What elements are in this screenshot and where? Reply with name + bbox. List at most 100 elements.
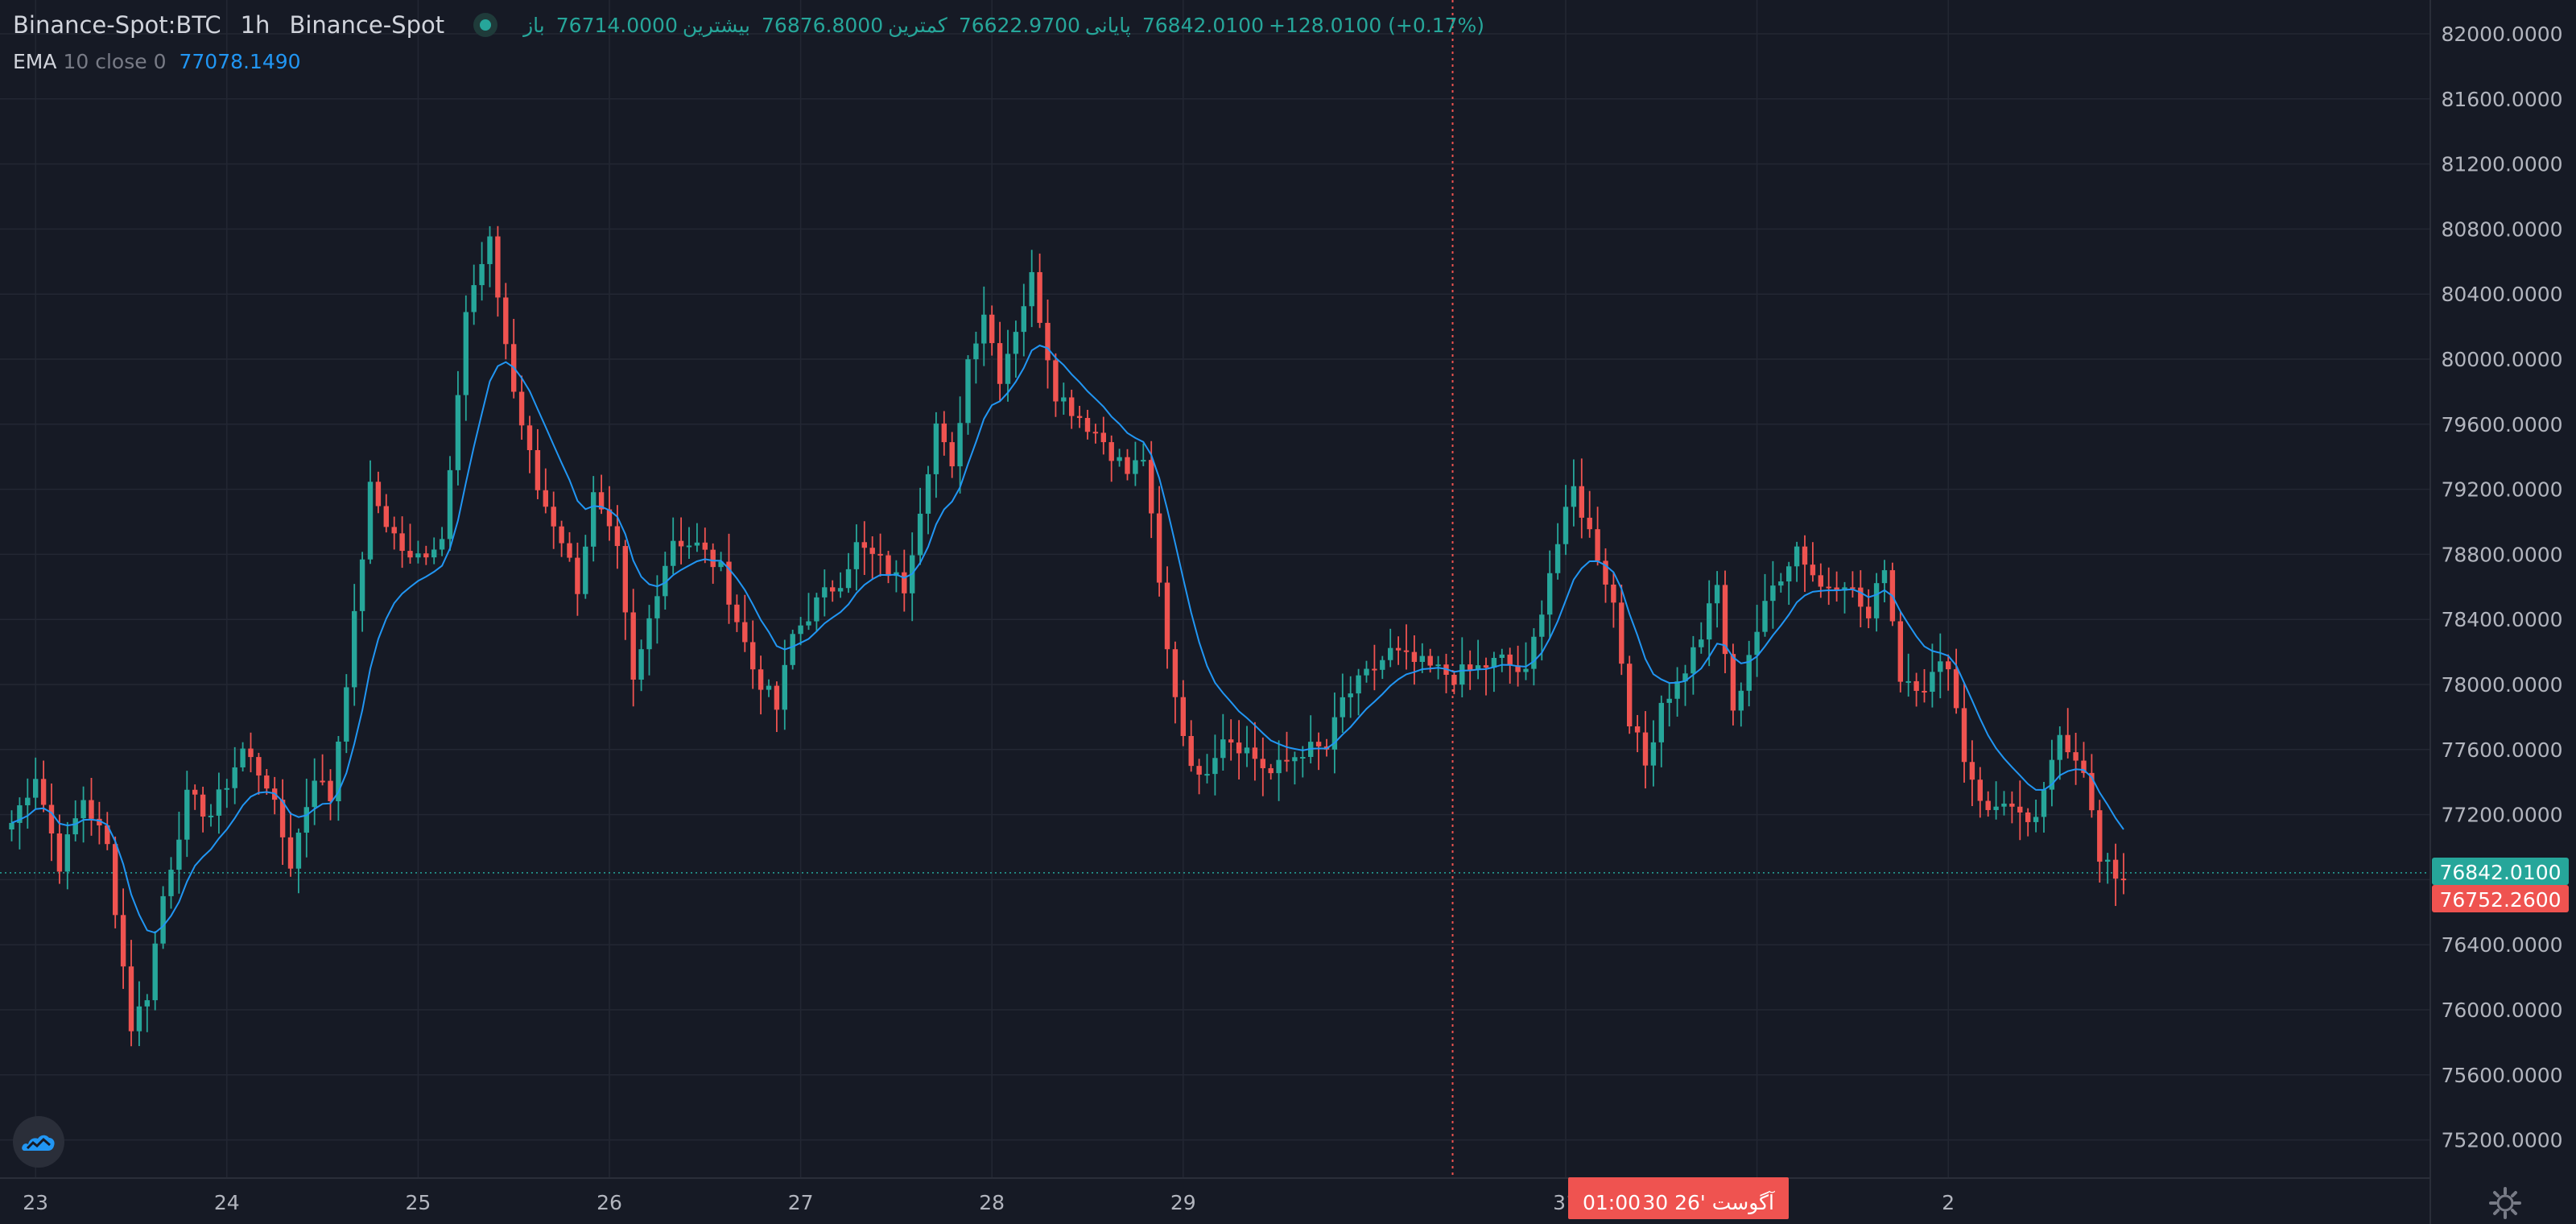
candle[interactable] [591, 476, 597, 562]
candle[interactable] [1260, 737, 1265, 796]
candle[interactable] [1539, 600, 1545, 661]
candle[interactable] [72, 800, 78, 842]
candle[interactable] [25, 778, 31, 829]
candle[interactable] [1411, 635, 1418, 685]
candle[interactable] [216, 772, 222, 834]
candle[interactable] [1922, 668, 1927, 703]
candle[interactable] [455, 370, 461, 486]
candle[interactable] [352, 584, 357, 706]
candle[interactable] [1117, 449, 1122, 467]
candle[interactable] [1380, 655, 1385, 680]
candle[interactable] [1076, 405, 1083, 428]
candle[interactable] [957, 396, 963, 494]
candle[interactable] [774, 681, 780, 733]
candle[interactable] [758, 655, 764, 715]
symbol-legend[interactable]: Binance-Spot:BTC 1h Binance-Spot باز 767… [13, 11, 1484, 39]
candle[interactable] [734, 594, 740, 632]
candle[interactable] [1762, 573, 1768, 637]
candle[interactable] [383, 494, 389, 533]
candle[interactable] [782, 639, 787, 730]
candle[interactable] [910, 532, 915, 622]
candle[interactable] [471, 264, 477, 325]
candle[interactable] [359, 552, 365, 632]
candle[interactable] [543, 468, 548, 514]
candle[interactable] [33, 757, 39, 809]
candle[interactable] [192, 784, 198, 810]
candle[interactable] [503, 283, 509, 360]
candle[interactable] [1778, 573, 1784, 593]
candle[interactable] [48, 783, 55, 862]
candle[interactable] [981, 286, 987, 366]
candle[interactable] [663, 552, 668, 610]
candle[interactable] [750, 620, 756, 689]
candle[interactable] [1707, 580, 1712, 667]
candle[interactable] [2049, 739, 2055, 807]
candle[interactable] [144, 994, 150, 1032]
candle[interactable] [853, 524, 860, 591]
candle[interactable] [1554, 523, 1561, 580]
candle[interactable] [1395, 636, 1402, 665]
candle[interactable] [2009, 791, 2015, 824]
candle[interactable] [575, 542, 580, 616]
candle[interactable] [1969, 740, 1975, 807]
candle[interactable] [344, 674, 349, 754]
candle[interactable] [447, 456, 453, 551]
candle[interactable] [511, 319, 517, 399]
candle[interactable] [367, 460, 374, 564]
candle[interactable] [1563, 485, 1569, 556]
candle[interactable] [1244, 726, 1250, 767]
candle[interactable] [806, 593, 811, 631]
candle[interactable] [1714, 571, 1720, 628]
candle[interactable] [1069, 389, 1075, 429]
candle[interactable] [487, 225, 493, 287]
tradingview-cloud-logo-icon[interactable] [13, 1116, 64, 1168]
candle[interactable] [1164, 566, 1170, 669]
candle[interactable] [1284, 731, 1290, 772]
candle[interactable] [877, 533, 883, 577]
candle[interactable] [1228, 719, 1234, 761]
candle[interactable] [1037, 253, 1042, 329]
candle[interactable] [1108, 435, 1114, 482]
candle[interactable] [1634, 714, 1641, 753]
candle[interactable] [1834, 571, 1839, 602]
candle[interactable] [869, 536, 875, 580]
candle[interactable] [973, 331, 979, 384]
candle[interactable] [120, 888, 126, 990]
candle[interactable] [1826, 567, 1831, 606]
candle[interactable] [1930, 643, 1935, 708]
candle[interactable] [152, 931, 158, 1011]
candle[interactable] [949, 432, 955, 478]
candle[interactable] [2065, 708, 2070, 759]
candle[interactable] [1196, 759, 1202, 795]
candle[interactable] [2033, 799, 2039, 833]
candle[interactable] [1236, 720, 1242, 779]
candle[interactable] [1746, 640, 1752, 707]
candle[interactable] [1013, 320, 1019, 378]
candle[interactable] [1603, 548, 1608, 603]
candle[interactable] [1491, 651, 1497, 693]
candle[interactable] [1276, 740, 1282, 801]
candle[interactable] [2089, 754, 2095, 818]
candle[interactable] [1419, 643, 1425, 673]
candle[interactable] [431, 537, 437, 564]
candle[interactable] [671, 517, 676, 574]
candle[interactable] [1642, 711, 1649, 789]
candle[interactable] [2105, 853, 2111, 884]
candle[interactable] [1300, 746, 1306, 778]
candle[interactable] [1770, 560, 1776, 629]
candle[interactable] [1595, 507, 1600, 566]
candle[interactable] [2120, 853, 2127, 895]
candle[interactable] [328, 769, 333, 821]
candle[interactable] [694, 523, 700, 552]
candle[interactable] [1029, 250, 1034, 328]
candles[interactable] [9, 225, 2127, 1047]
candle[interactable] [1658, 695, 1664, 767]
candle[interactable] [391, 516, 397, 550]
candle[interactable] [232, 746, 237, 804]
candle[interactable] [2025, 808, 2031, 837]
candle[interactable] [423, 545, 429, 565]
candle[interactable] [1212, 734, 1218, 796]
candle[interactable] [925, 465, 931, 535]
candle[interactable] [917, 487, 923, 565]
candle[interactable] [583, 535, 588, 599]
